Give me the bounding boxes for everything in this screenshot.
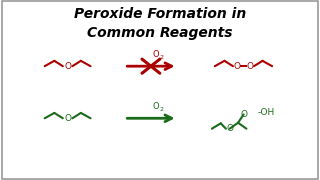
Text: O: O	[246, 62, 253, 71]
Text: O: O	[240, 110, 247, 119]
Text: O: O	[153, 102, 160, 111]
Text: O: O	[64, 114, 71, 123]
Text: 2: 2	[160, 55, 164, 60]
Text: Common Reagents: Common Reagents	[87, 26, 233, 40]
Text: -OH: -OH	[258, 107, 275, 116]
Text: 2: 2	[160, 107, 164, 112]
Text: Peroxide Formation in: Peroxide Formation in	[74, 7, 246, 21]
Text: O: O	[234, 62, 241, 71]
Text: O: O	[153, 50, 160, 59]
Text: O: O	[64, 62, 71, 71]
Text: O: O	[226, 124, 233, 133]
